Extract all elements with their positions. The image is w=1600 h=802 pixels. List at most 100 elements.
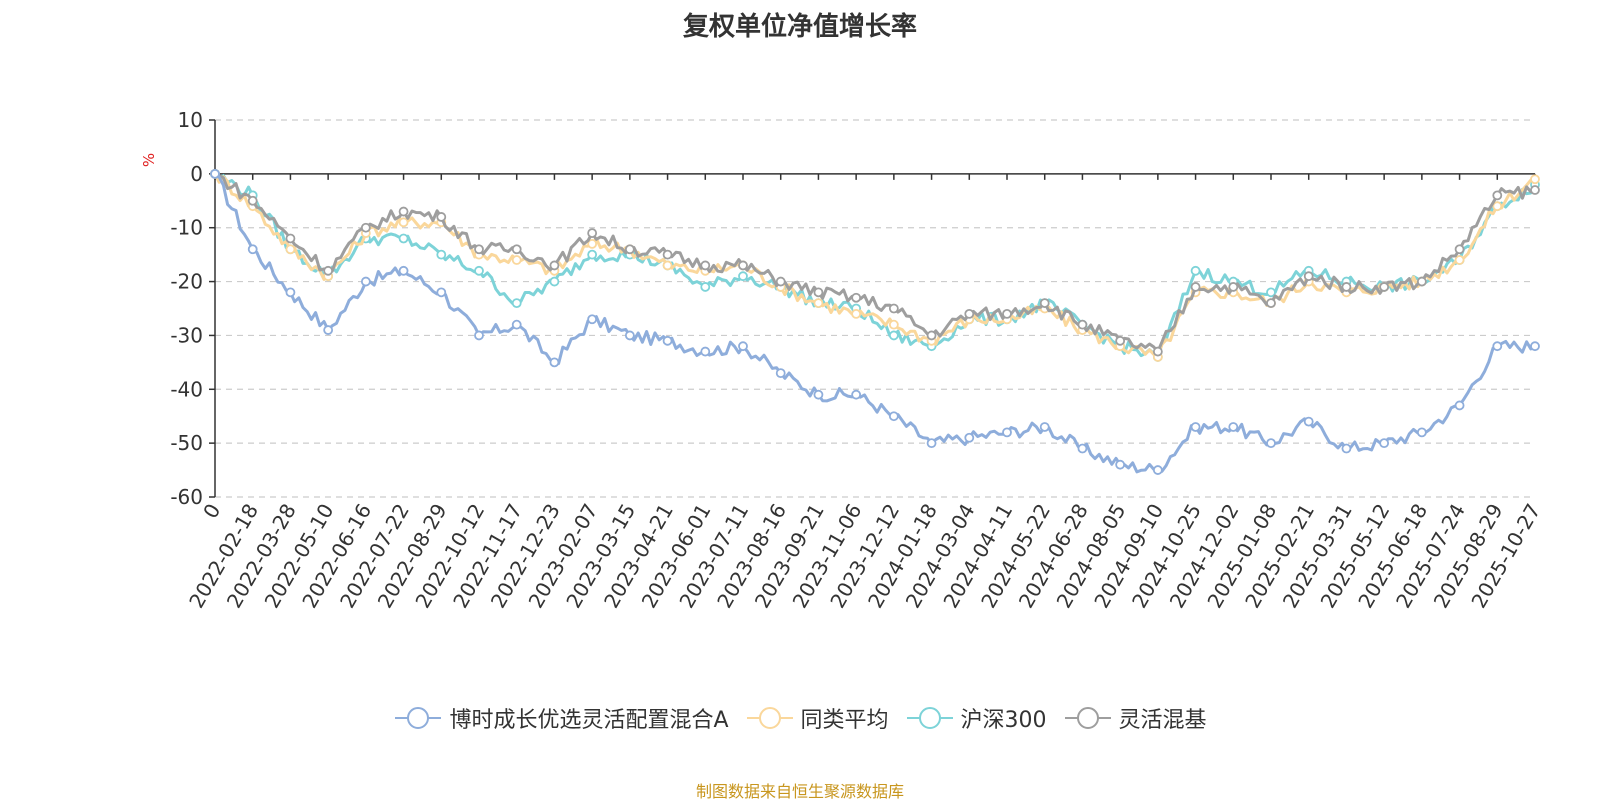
data-point bbox=[1492, 190, 1503, 201]
data-point bbox=[587, 314, 598, 325]
y-tick-label: -60 bbox=[170, 485, 203, 509]
series-3 bbox=[210, 168, 1540, 357]
data-point bbox=[1266, 287, 1276, 298]
data-point bbox=[1190, 265, 1201, 276]
data-point bbox=[775, 368, 786, 379]
legend-item-1[interactable]: 同类平均 bbox=[745, 702, 889, 734]
data-point bbox=[1416, 427, 1427, 438]
data-point bbox=[549, 357, 560, 368]
data-point bbox=[1152, 346, 1163, 357]
data-point bbox=[1190, 282, 1201, 292]
data-point bbox=[210, 168, 220, 179]
y-tick-label: -40 bbox=[170, 377, 203, 401]
data-point bbox=[1002, 427, 1012, 438]
data-point bbox=[398, 206, 409, 217]
y-tick-label: 0 bbox=[190, 162, 203, 186]
grid-layer bbox=[215, 119, 1535, 498]
legend-marker-icon bbox=[746, 707, 793, 729]
data-point bbox=[1077, 319, 1088, 330]
legend-marker-icon bbox=[906, 707, 953, 729]
data-point bbox=[511, 319, 522, 330]
axis-layer: 100-10-20-30-40-50-6002022-02-182022-03-… bbox=[170, 108, 1545, 612]
data-point bbox=[888, 319, 899, 330]
legend-marker-icon bbox=[395, 707, 442, 729]
data-point bbox=[1266, 438, 1276, 449]
data-point bbox=[1379, 438, 1390, 449]
chart-title: 复权单位净值增长率 bbox=[682, 12, 917, 42]
data-point bbox=[888, 303, 899, 314]
y-tick-label: -30 bbox=[170, 323, 203, 347]
data-point bbox=[436, 287, 447, 298]
data-point bbox=[888, 330, 899, 341]
legend-item-0[interactable]: 博时成长优选灵活配置混合A bbox=[393, 702, 729, 734]
data-point bbox=[285, 244, 296, 255]
data-point bbox=[1115, 335, 1126, 346]
data-point bbox=[398, 265, 409, 276]
data-point bbox=[360, 222, 371, 233]
data-point bbox=[1039, 298, 1050, 309]
data-point bbox=[398, 217, 409, 228]
data-point bbox=[1530, 174, 1540, 185]
data-point bbox=[662, 260, 673, 271]
data-point bbox=[587, 238, 598, 249]
y-axis-unit-label: % bbox=[140, 153, 158, 167]
data-point bbox=[1115, 459, 1126, 470]
data-point bbox=[1492, 341, 1503, 352]
legend-item-2[interactable]: 沪深300 bbox=[905, 702, 1047, 734]
data-point bbox=[700, 260, 711, 271]
data-point bbox=[1416, 276, 1427, 287]
data-point bbox=[624, 244, 635, 255]
data-point bbox=[738, 260, 748, 271]
data-point bbox=[851, 389, 862, 400]
data-point bbox=[964, 308, 975, 319]
series-line bbox=[213, 173, 1536, 359]
data-point bbox=[1530, 341, 1540, 352]
data-point bbox=[1530, 185, 1540, 195]
legend-item-3[interactable]: 灵活混基 bbox=[1063, 702, 1207, 734]
data-point bbox=[1454, 244, 1465, 255]
legend-label: 同类平均 bbox=[800, 708, 889, 733]
data-point bbox=[738, 271, 748, 282]
data-point bbox=[474, 265, 484, 276]
data-point bbox=[323, 265, 334, 276]
data-point bbox=[1077, 443, 1088, 454]
data-point bbox=[851, 292, 862, 303]
legend-label: 灵活混基 bbox=[1118, 708, 1207, 733]
data-point bbox=[813, 389, 824, 400]
data-point bbox=[813, 287, 824, 298]
y-tick-label: -20 bbox=[170, 270, 203, 294]
series-line bbox=[214, 172, 1536, 474]
data-point bbox=[247, 244, 258, 255]
data-point bbox=[1039, 422, 1050, 432]
data-point bbox=[662, 249, 673, 260]
data-point bbox=[738, 341, 748, 352]
data-point bbox=[1228, 422, 1239, 432]
data-point bbox=[700, 346, 711, 357]
data-point bbox=[1454, 255, 1465, 265]
data-point bbox=[1341, 282, 1352, 292]
data-point bbox=[436, 212, 447, 222]
data-point bbox=[1379, 282, 1390, 292]
series-layer bbox=[210, 168, 1540, 475]
data-point bbox=[1266, 298, 1276, 309]
data-point bbox=[1002, 308, 1012, 319]
y-tick-label: -50 bbox=[170, 431, 203, 455]
data-point bbox=[1303, 271, 1314, 282]
y-tick-label: -10 bbox=[170, 216, 203, 240]
series-line bbox=[214, 172, 1536, 354]
data-point bbox=[398, 233, 409, 244]
data-point bbox=[1341, 443, 1352, 454]
data-point bbox=[360, 276, 371, 287]
data-point bbox=[511, 255, 522, 265]
data-point bbox=[247, 195, 258, 206]
series-line bbox=[213, 172, 1537, 359]
source-note: 制图数据来自恒生聚源数据库 bbox=[695, 782, 904, 801]
data-point bbox=[549, 260, 560, 271]
data-point bbox=[474, 330, 484, 341]
legend-label: 博时成长优选灵活配置混合A bbox=[449, 708, 729, 733]
data-point bbox=[1228, 282, 1239, 292]
data-point bbox=[511, 298, 522, 309]
data-point bbox=[587, 228, 598, 239]
x-tick-label: 0 bbox=[198, 500, 225, 523]
